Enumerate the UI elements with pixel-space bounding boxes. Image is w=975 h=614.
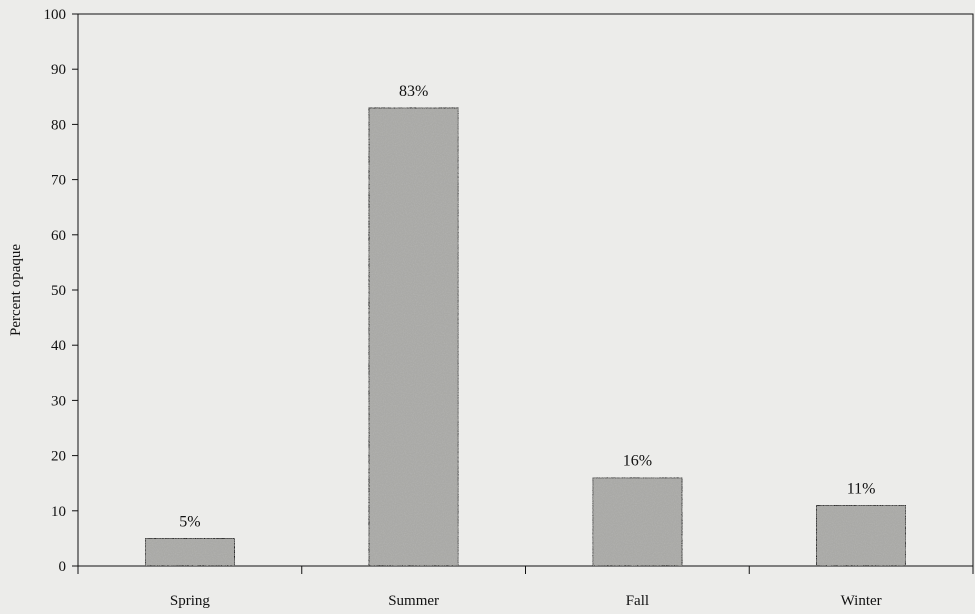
data-label: 11% (847, 480, 876, 497)
data-label: 5% (179, 513, 200, 530)
x-tick-label: Winter (841, 593, 882, 609)
x-tick-label: Fall (626, 593, 649, 609)
x-axis: Spring Summer Fall Winter (77, 566, 974, 609)
y-axis-label: Percent opaque (8, 244, 24, 336)
bar-winter (815, 504, 907, 567)
data-labels: 5% 83% 16% 11% (179, 83, 875, 531)
bar-fall (592, 477, 683, 567)
y-tick-label: 30 (51, 393, 66, 409)
bar-summer (368, 107, 459, 567)
x-tick-label: Summer (388, 593, 439, 609)
y-tick-label: 20 (51, 449, 66, 465)
y-tick-label: 0 (59, 559, 67, 575)
data-label: 16% (623, 453, 652, 470)
y-tick-label: 60 (51, 228, 66, 244)
y-tick-label: 40 (51, 338, 66, 354)
y-tick-label: 90 (51, 62, 66, 78)
bars (144, 107, 907, 567)
plot-frame (77, 13, 974, 567)
y-tick-label: 100 (44, 7, 67, 23)
y-tick-label: 50 (51, 283, 66, 299)
bar-spring (144, 537, 236, 567)
y-tick-label: 80 (51, 117, 66, 133)
x-tick-label: Spring (170, 593, 211, 609)
y-tick-label: 10 (51, 504, 66, 520)
data-label: 83% (399, 83, 428, 100)
y-tick-label: 70 (51, 173, 66, 189)
y-axis: 0 10 20 30 40 50 60 70 80 90 100 (44, 7, 78, 575)
